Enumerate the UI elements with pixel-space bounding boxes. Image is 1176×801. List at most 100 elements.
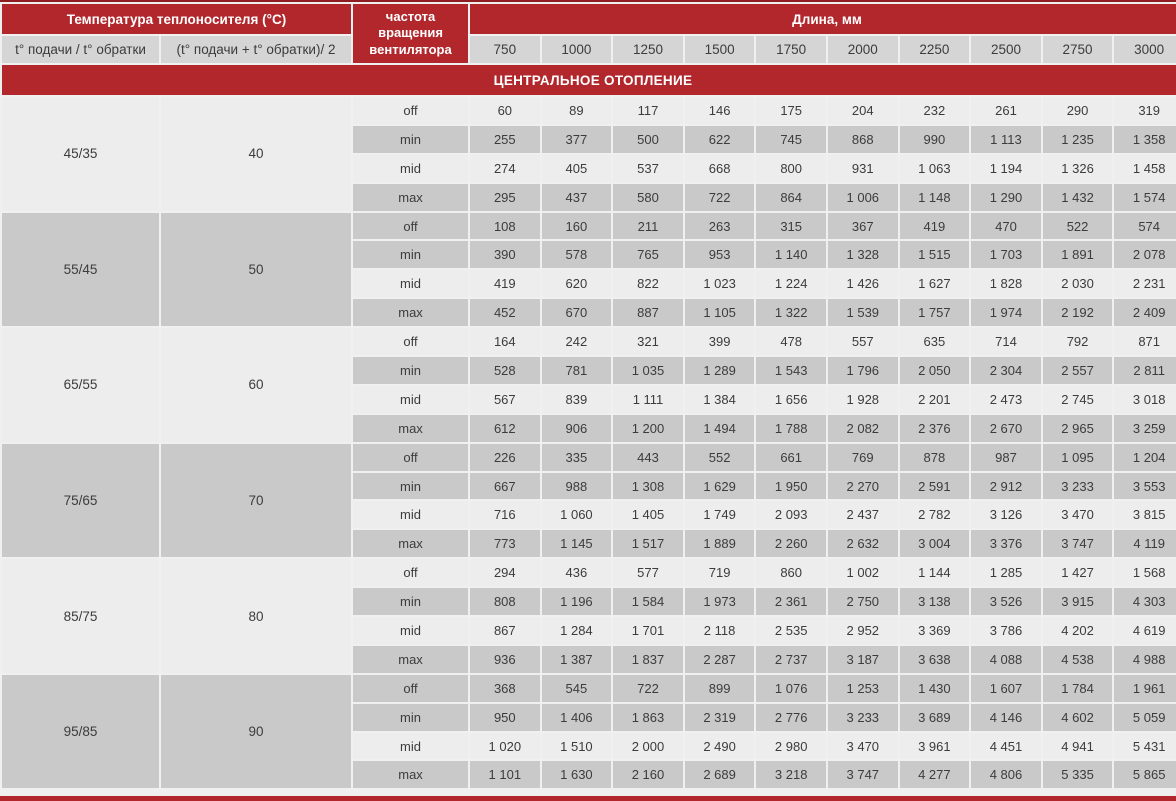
value-cell: 5 059 bbox=[1114, 703, 1176, 731]
value-cell: 3 004 bbox=[899, 530, 970, 558]
value-cell: 2 737 bbox=[756, 645, 826, 673]
value-cell: 1 289 bbox=[684, 357, 755, 384]
data-row: mid 1 020 1 510 2 000 2 490 2 980 3 470 3 961 4 … bbox=[2, 732, 1176, 760]
value-cell: 552 bbox=[684, 443, 755, 471]
value-cell: 1 235 bbox=[1042, 125, 1113, 153]
value-cell: 1 387 bbox=[541, 645, 612, 673]
value-cell: 1 194 bbox=[971, 154, 1041, 182]
value-cell: 3 915 bbox=[1042, 588, 1113, 616]
value-cell: 335 bbox=[541, 443, 612, 471]
bottom-border-rule bbox=[0, 796, 1176, 801]
value-cell: 1 458 bbox=[1114, 154, 1176, 182]
value-cell: 745 bbox=[756, 125, 826, 153]
value-cell: 4 202 bbox=[1042, 617, 1113, 644]
value-cell: 557 bbox=[827, 328, 898, 356]
value-cell: 226 bbox=[470, 443, 540, 471]
value-cell: 887 bbox=[613, 299, 683, 327]
length-header-cell: 1250 bbox=[613, 36, 683, 63]
fan-speed-cell: mid bbox=[353, 501, 469, 529]
value-cell: 1 788 bbox=[756, 414, 826, 442]
value-cell: 4 806 bbox=[971, 761, 1041, 789]
data-row: 55/45 50 off 108 160 211 263 315 367 419 470 522 574 bbox=[2, 212, 1176, 327]
value-cell: 1 517 bbox=[613, 530, 683, 558]
length-header-cell: 1750 bbox=[756, 36, 826, 63]
value-cell: 2 535 bbox=[756, 617, 826, 644]
value-cell: 667 bbox=[470, 472, 540, 500]
value-cell: 3 018 bbox=[1114, 385, 1176, 413]
data-row: 75/65 70 off 226 335 443 552 661 769 878 987 1 095 1… bbox=[2, 443, 1176, 558]
value-cell: 3 470 bbox=[827, 732, 898, 760]
length-header-cell: 2500 bbox=[971, 36, 1041, 63]
value-cell: 1 584 bbox=[613, 588, 683, 616]
value-cell: 5 865 bbox=[1114, 761, 1176, 789]
value-cell: 670 bbox=[541, 299, 612, 327]
average-header-cell: (t° подачи + t° обратки)/ 2 bbox=[161, 36, 352, 63]
value-cell: 295 bbox=[470, 183, 540, 211]
table-body: 45/35 40 off 60 89 117 146 175 204 232 261 290 319 mi… bbox=[2, 97, 1176, 789]
value-cell: 419 bbox=[470, 270, 540, 298]
data-row: mid 274 405 537 668 800 931 1 063 1 194 1 326 1 45… bbox=[2, 154, 1176, 182]
value-cell: 1 148 bbox=[899, 183, 970, 211]
value-cell: 1 796 bbox=[827, 357, 898, 384]
value-cell: 2 192 bbox=[1042, 299, 1113, 327]
data-row: max 1 101 1 630 2 160 2 689 3 218 3 747 4 277 4 … bbox=[2, 761, 1176, 789]
fan-speed-cell: off bbox=[353, 443, 469, 471]
data-row: min 255 377 500 622 745 868 990 1 113 1 235 1 358 bbox=[2, 125, 1176, 153]
value-cell: 3 126 bbox=[971, 501, 1041, 529]
value-cell: 1 432 bbox=[1042, 183, 1113, 211]
value-cell: 1 326 bbox=[1042, 154, 1113, 182]
value-cell: 2 750 bbox=[827, 588, 898, 616]
value-cell: 2 670 bbox=[971, 414, 1041, 442]
fan-speed-cell: mid bbox=[353, 270, 469, 298]
value-cell: 2 160 bbox=[613, 761, 683, 789]
value-cell: 4 119 bbox=[1114, 530, 1176, 558]
value-cell: 1 111 bbox=[613, 385, 683, 413]
supply-return-header-cell: t° подачи / t° обратки bbox=[2, 36, 159, 63]
value-cell: 1 427 bbox=[1042, 559, 1113, 587]
value-cell: 931 bbox=[827, 154, 898, 182]
value-cell: 1 224 bbox=[756, 270, 826, 298]
value-cell: 1 284 bbox=[541, 617, 612, 644]
fan-speed-cell: off bbox=[353, 328, 469, 356]
value-cell: 3 470 bbox=[1042, 501, 1113, 529]
value-cell: 60 bbox=[470, 97, 540, 124]
data-row: mid 867 1 284 1 701 2 118 2 535 2 952 3 369 3 78… bbox=[2, 617, 1176, 644]
average-temp-cell: 90 bbox=[161, 674, 352, 789]
value-cell: 1 328 bbox=[827, 241, 898, 269]
value-cell: 2 361 bbox=[756, 588, 826, 616]
section-row: ЦЕНТРАЛЬНОЕ ОТОПЛЕНИЕ bbox=[2, 65, 1176, 95]
value-cell: 808 bbox=[470, 588, 540, 616]
value-cell: 2 811 bbox=[1114, 357, 1176, 384]
value-cell: 1 060 bbox=[541, 501, 612, 529]
value-cell: 1 358 bbox=[1114, 125, 1176, 153]
value-cell: 377 bbox=[541, 125, 612, 153]
value-cell: 5 431 bbox=[1114, 732, 1176, 760]
value-cell: 437 bbox=[541, 183, 612, 211]
value-cell: 390 bbox=[470, 241, 540, 269]
fan-speed-cell: off bbox=[353, 97, 469, 124]
value-cell: 2 782 bbox=[899, 501, 970, 529]
length-title-cell: Длина, мм bbox=[470, 4, 1176, 34]
header-row-2: t° подачи / t° обратки (t° подачи + t° о… bbox=[2, 36, 1176, 63]
length-header-cell: 2750 bbox=[1042, 36, 1113, 63]
value-cell: 4 538 bbox=[1042, 645, 1113, 673]
value-cell: 2 030 bbox=[1042, 270, 1113, 298]
fan-speed-cell: max bbox=[353, 414, 469, 442]
value-cell: 1 020 bbox=[470, 732, 540, 760]
value-cell: 722 bbox=[613, 674, 683, 702]
value-cell: 1 076 bbox=[756, 674, 826, 702]
value-cell: 470 bbox=[971, 212, 1041, 240]
value-cell: 800 bbox=[756, 154, 826, 182]
value-cell: 261 bbox=[971, 97, 1041, 124]
value-cell: 1 928 bbox=[827, 385, 898, 413]
value-cell: 868 bbox=[827, 125, 898, 153]
value-cell: 1 101 bbox=[470, 761, 540, 789]
value-cell: 1 627 bbox=[899, 270, 970, 298]
fan-speed-cell: off bbox=[353, 212, 469, 240]
value-cell: 4 988 bbox=[1114, 645, 1176, 673]
value-cell: 906 bbox=[541, 414, 612, 442]
data-row: min 667 988 1 308 1 629 1 950 2 270 2 591 2 912 3… bbox=[2, 472, 1176, 500]
value-cell: 1 406 bbox=[541, 703, 612, 731]
value-cell: 1 145 bbox=[541, 530, 612, 558]
value-cell: 1 140 bbox=[756, 241, 826, 269]
